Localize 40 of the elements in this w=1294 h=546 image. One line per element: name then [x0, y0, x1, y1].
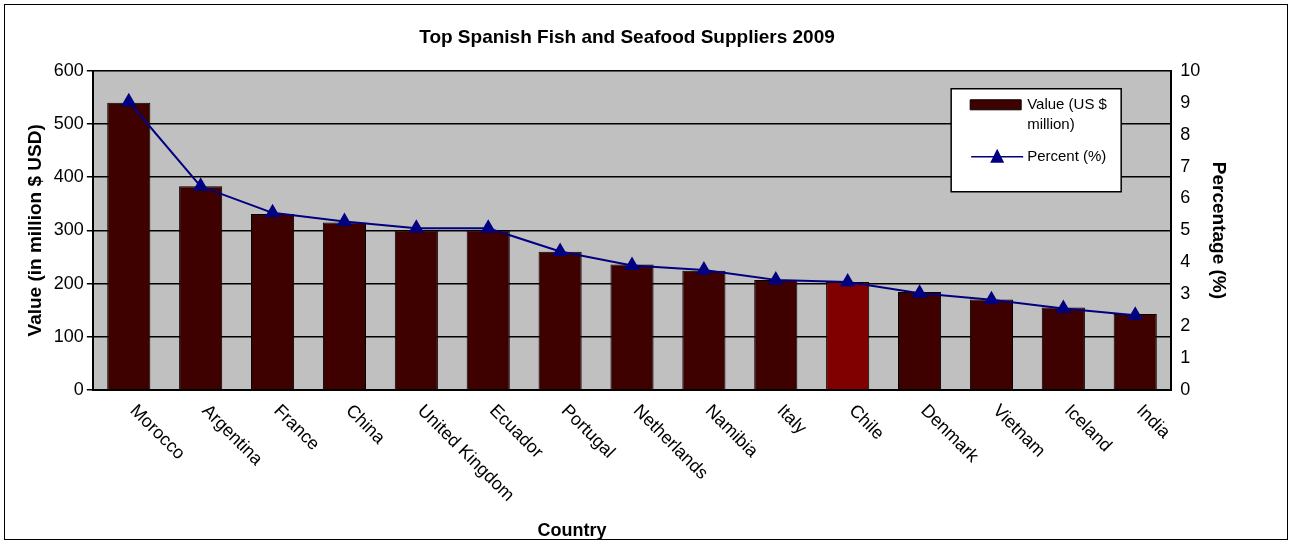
y-axis-title: Value (in million $ USD)	[23, 124, 45, 337]
chart-title: Top Spanish Fish and Seafood Suppliers 2009	[419, 25, 835, 47]
y2-axis-title: Percentage (%)	[1209, 161, 1231, 300]
y-tick-label: 200	[53, 272, 84, 293]
y2-tick-label: 8	[1180, 123, 1191, 144]
point	[1056, 300, 1071, 314]
y-tick-label: 600	[53, 59, 84, 80]
y2-tick-label: 5	[1180, 219, 1191, 240]
y-tick-label: 0	[73, 378, 84, 399]
legend-label: Percent (%)	[1027, 146, 1107, 164]
point	[193, 178, 208, 191]
point	[912, 285, 927, 298]
x-axis-title: Country	[537, 520, 607, 540]
point	[121, 93, 136, 107]
y2-tick-label: 6	[1180, 187, 1191, 208]
point	[840, 274, 855, 287]
y2-tick-label: 1	[1180, 347, 1191, 368]
point	[624, 257, 640, 271]
point	[409, 220, 424, 233]
y2-tick-label: 3	[1180, 283, 1191, 304]
point	[1128, 307, 1143, 320]
y2-tick-label: 2	[1180, 315, 1191, 336]
point	[265, 204, 280, 218]
y-tick-label: 100	[53, 325, 84, 346]
point	[553, 243, 568, 256]
y2-tick-label: 4	[1180, 251, 1191, 272]
y2-tick-label: 9	[1180, 91, 1191, 112]
point	[696, 261, 711, 275]
point	[337, 213, 352, 226]
legend-label: Value (US $ million)	[1027, 94, 1108, 132]
point	[984, 291, 999, 305]
point	[768, 271, 783, 285]
y-tick-label: 500	[53, 112, 84, 133]
y2-tick-label: 10	[1180, 59, 1201, 80]
point	[481, 220, 496, 233]
y-tick-label: 300	[53, 219, 84, 240]
y2-tick-label: 0	[1180, 378, 1191, 399]
y-tick-label: 400	[53, 166, 84, 187]
y2-tick-label: 7	[1180, 155, 1191, 176]
x-tick-label: Italy	[773, 400, 811, 438]
